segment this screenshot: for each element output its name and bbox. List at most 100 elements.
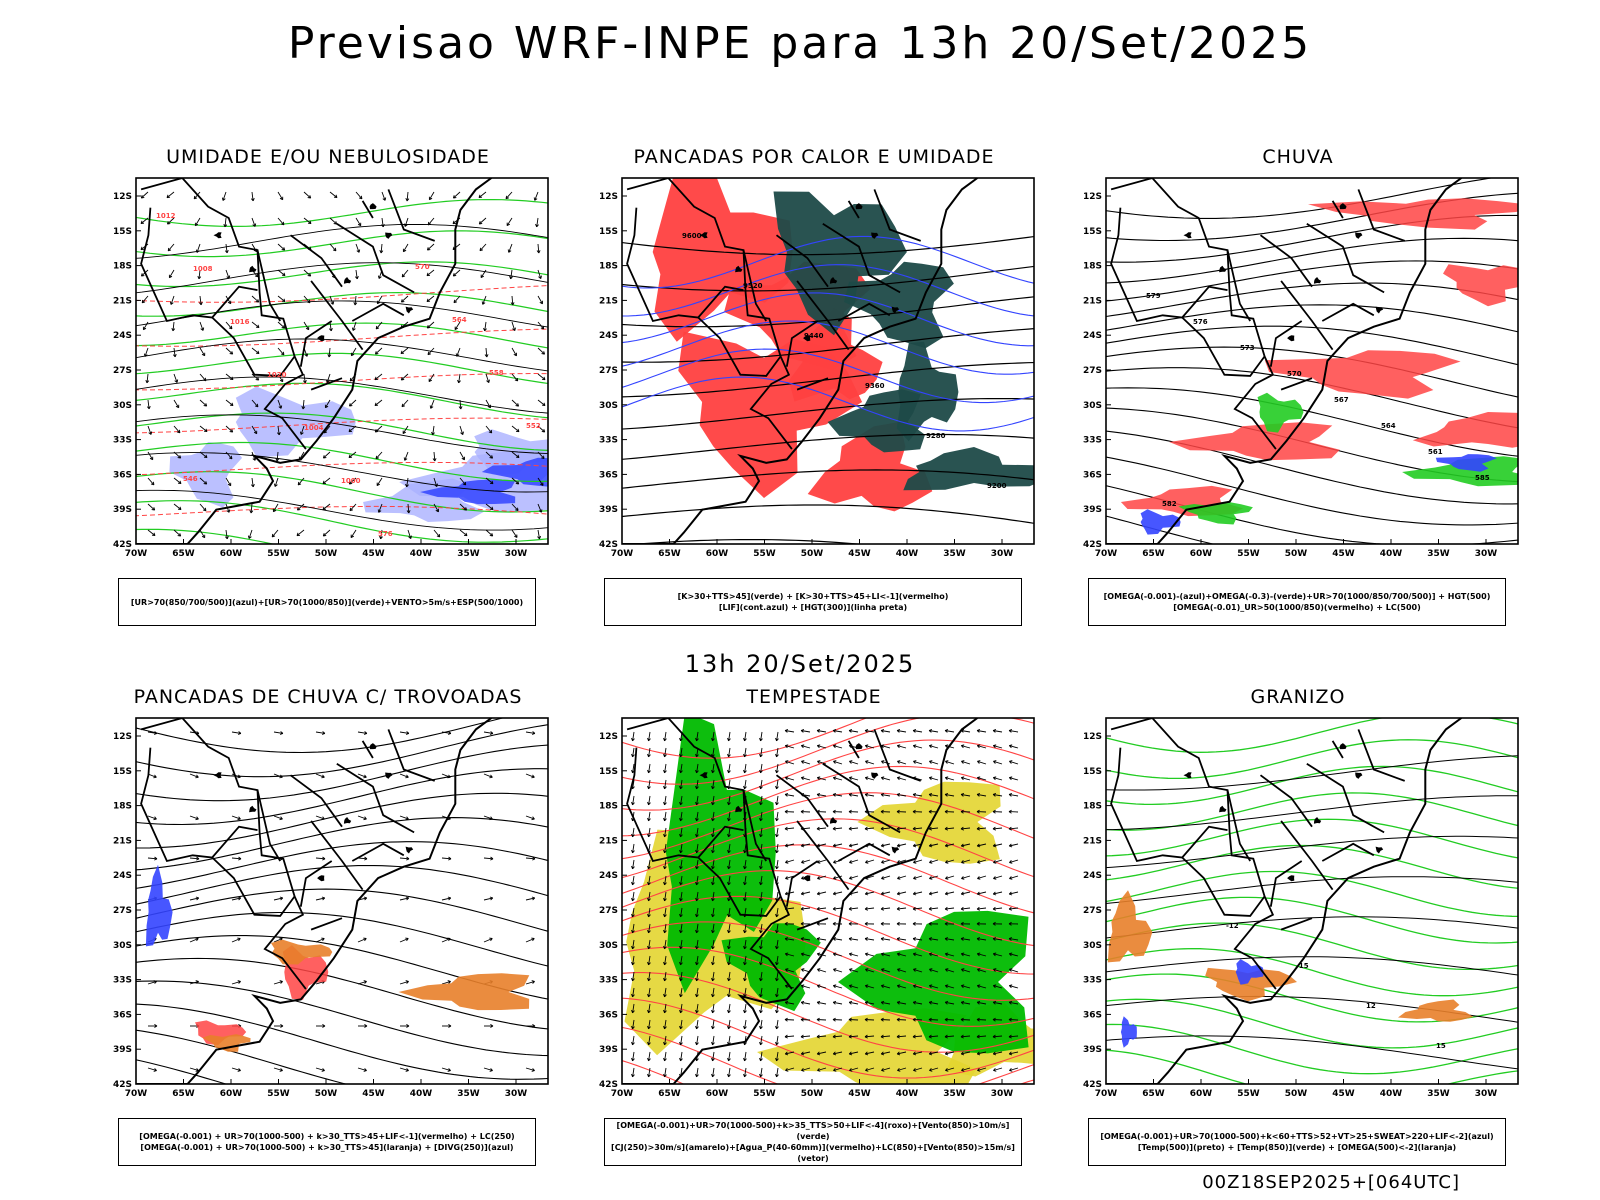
wind-arrow: [1009, 1051, 1019, 1055]
wind-arrow: [744, 859, 747, 869]
contour-line: [1106, 795, 1518, 831]
wind-arrow-head: [832, 776, 837, 781]
wind-arrow-head: [489, 480, 494, 485]
wind-arrow: [760, 811, 763, 821]
wind-arrow-head: [913, 860, 917, 864]
wind-arrow: [849, 843, 859, 847]
wind-arrow-head: [177, 533, 182, 537]
wind-arrow-head: [531, 816, 535, 821]
wind-arrow-head: [711, 865, 715, 870]
state-border: [1280, 280, 1334, 351]
wind-arrow-head: [944, 891, 949, 896]
wind-arrow-head: [375, 325, 380, 330]
wind-arrow-head: [727, 753, 731, 758]
wind-arrow: [648, 955, 651, 965]
wind-arrow: [483, 1067, 493, 1072]
wind-arrow: [760, 747, 763, 757]
wind-arrow: [945, 891, 955, 895]
wind-arrow-head: [321, 816, 325, 821]
state-border: [289, 774, 343, 828]
wind-arrow: [170, 295, 175, 305]
panel-title: PANCADAS DE CHUVA C/ TROVOADAS: [133, 686, 523, 708]
wind-arrow-head: [280, 351, 285, 356]
contour-label: 564: [1381, 422, 1396, 430]
wind-arrow: [664, 811, 667, 821]
wind-arrow-head: [928, 891, 933, 896]
contour-label: 9360: [865, 382, 885, 390]
inland-feature: [317, 335, 325, 342]
wind-arrow: [945, 777, 955, 781]
wind-arrow-head: [463, 532, 468, 537]
wind-arrow: [511, 347, 517, 357]
state-border: [1259, 774, 1313, 828]
wind-arrow-head: [848, 906, 852, 911]
state-border: [1110, 718, 1277, 990]
wind-arrow: [960, 1019, 971, 1021]
wind-arrow-head: [364, 1024, 368, 1028]
wind-arrow-head: [896, 1017, 900, 1022]
wind-arrow: [427, 217, 435, 226]
lat-label: 12S: [113, 732, 132, 742]
wind-arrow-head: [727, 913, 731, 918]
wind-arrow-head: [695, 1025, 699, 1030]
wind-arrow: [485, 425, 493, 434]
contour-line: [136, 412, 548, 452]
shaded-area: [1205, 967, 1297, 1002]
wind-arrow-head: [647, 801, 651, 806]
state-border: [211, 316, 296, 377]
wind-arrow-head: [711, 1025, 715, 1030]
contour-label: 1020: [267, 371, 287, 379]
wind-arrow: [664, 779, 667, 789]
wind-arrow-head: [711, 961, 715, 966]
inland-feature: [891, 306, 900, 314]
wind-arrow-head: [864, 921, 868, 926]
wind-arrow-head: [401, 273, 406, 278]
wind-arrow: [525, 731, 535, 734]
wind-arrow-head: [864, 776, 869, 781]
wind-arrow: [712, 795, 715, 805]
wind-arrow-head: [238, 856, 242, 861]
wind-arrow-head: [881, 876, 885, 880]
lat-label: 27S: [1083, 906, 1102, 916]
wind-arrow: [680, 891, 683, 901]
wind-arrow-head: [281, 325, 286, 329]
wind-arrow-head: [727, 833, 731, 838]
wind-arrow: [881, 1001, 891, 1005]
wind-arrow-head: [800, 843, 805, 848]
wind-arrow-head: [864, 792, 869, 797]
wind-arrow: [744, 939, 747, 949]
wind-arrow: [800, 1035, 811, 1038]
state-border: [310, 377, 343, 391]
wind-arrow: [728, 971, 731, 981]
wind-arrow: [1009, 859, 1019, 864]
lon-label: 65W: [172, 1089, 195, 1099]
wind-arrow: [849, 968, 859, 973]
map-frame: [1105, 717, 1519, 1085]
wind-arrow-head: [801, 860, 805, 864]
wind-arrow-head: [631, 849, 635, 854]
lon-label: 55W: [1237, 1089, 1260, 1099]
state-border: [697, 856, 782, 917]
wind-arrow: [648, 747, 651, 757]
wind-arrow: [865, 793, 875, 797]
wind-arrow: [744, 779, 747, 789]
wind-arrow-head: [478, 220, 483, 225]
inland-feature: [369, 743, 377, 750]
wind-arrow-head: [431, 431, 435, 436]
wind-arrow: [833, 907, 843, 910]
wind-arrow: [881, 793, 891, 797]
wind-arrow: [325, 399, 331, 408]
wind-arrow: [355, 243, 360, 253]
wind-arrow: [849, 907, 859, 910]
wind-arrow-head: [405, 1068, 409, 1072]
wind-arrow-head: [195, 774, 199, 779]
wind-arrow: [833, 953, 843, 957]
legend-line: [UR>70(850/700/500)](azul)+[UR>70(1000/8…: [130, 597, 524, 607]
legend-line: [OMEGA(-0.001) + UR>70(1000-500) + k>30_…: [139, 1132, 515, 1141]
wind-arrow: [929, 843, 939, 847]
wind-arrow-head: [993, 860, 997, 864]
wind-arrow-head: [928, 937, 933, 941]
wind-arrow-head: [976, 792, 981, 797]
wind-arrow: [195, 217, 201, 226]
